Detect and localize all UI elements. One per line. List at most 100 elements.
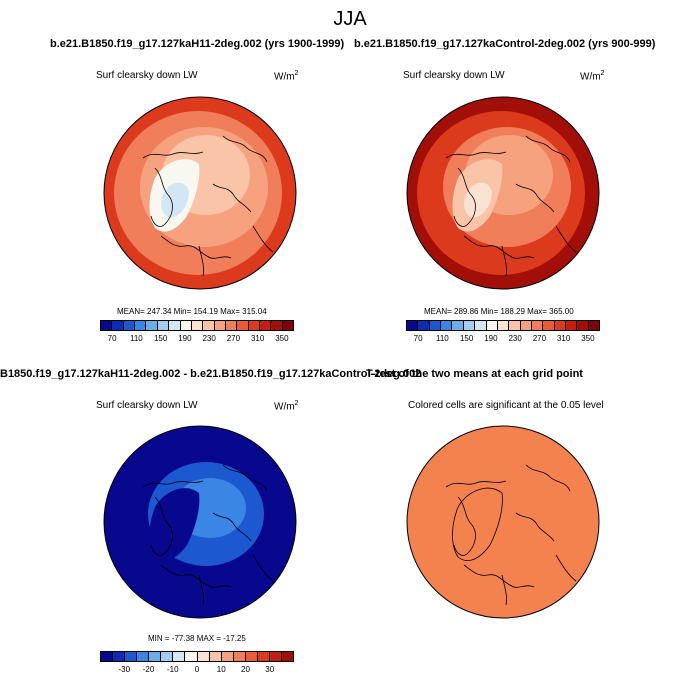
colorbar-swatch	[257, 652, 270, 661]
colorbar-swatch	[169, 321, 181, 330]
coastline	[453, 496, 476, 556]
coastline	[160, 235, 232, 259]
colorbar-swatch	[125, 652, 138, 661]
panel-3-field	[104, 426, 296, 618]
colorbar-swatch	[137, 652, 150, 661]
panel-3-colorbar	[100, 651, 294, 662]
colorbar-swatch	[233, 652, 246, 661]
coastline	[222, 464, 268, 492]
colorbar-swatch	[282, 321, 294, 330]
coastline	[150, 496, 173, 556]
panel-3-stats: MIN = -77.38 MAX = -17.25	[148, 634, 246, 643]
colorbar-swatch	[221, 652, 234, 661]
colorbar-swatch	[146, 321, 158, 330]
coastline	[463, 564, 535, 588]
colorbar-tick-label: 270	[532, 334, 547, 343]
colorbar-tick-label: -30	[118, 665, 131, 674]
coastline	[142, 480, 204, 488]
colorbar-tick-label: 310	[556, 334, 571, 343]
colorbar-swatch	[543, 321, 555, 330]
colorbar-tick-label: 0	[194, 665, 200, 674]
colorbar-swatch	[149, 652, 162, 661]
panel-3-units: W/m2	[274, 400, 298, 412]
coastlines	[142, 464, 274, 606]
coastline	[453, 167, 476, 227]
coastline	[515, 183, 555, 213]
panel-3-var-label: Surf clearsky down LW	[96, 400, 198, 411]
colorbar-swatch	[531, 321, 544, 330]
colorbar-swatch	[269, 652, 282, 661]
colorbar-tick-label: 310	[250, 334, 265, 343]
colorbar-swatch	[225, 321, 238, 330]
panel-4-polar-map	[406, 425, 600, 619]
panel-2-title: b.e21.B1850.f19_g17.127kaControl-2deg.00…	[354, 38, 656, 50]
colorbar-swatch	[191, 321, 204, 330]
panel-1-colorbar	[100, 320, 294, 331]
coastline	[555, 554, 577, 582]
colorbar-swatch	[588, 321, 600, 330]
colorbar-swatch	[112, 321, 124, 330]
colorbar-swatch	[577, 321, 589, 330]
panel-4-title: T-test of the two means at each grid poi…	[366, 368, 583, 380]
panel-1-var-label: Surf clearsky down LW	[96, 70, 198, 81]
colorbar-tick-label: 150	[153, 334, 168, 343]
panel-2-units-sup: 2	[600, 70, 605, 77]
colorbar-swatch	[486, 321, 498, 330]
colorbar-swatch	[509, 321, 521, 330]
colorbar-swatch	[248, 321, 261, 330]
colorbar-swatch	[203, 321, 215, 330]
colorbar-swatch	[281, 652, 293, 661]
panel-1-units: W/m2	[274, 70, 298, 82]
greenland-zone	[149, 488, 200, 561]
colorbar-swatch	[475, 321, 487, 330]
colorbar-tick-label: 10	[216, 665, 226, 674]
colorbar-swatch	[237, 321, 249, 330]
colorbar-swatch	[520, 321, 532, 330]
colorbar-tick-label: 110	[435, 334, 449, 343]
panel-3-units-text: W/m	[274, 401, 295, 413]
colorbar-swatch	[260, 321, 272, 330]
colorbar-swatch	[185, 652, 198, 661]
colorbar-swatch	[123, 321, 136, 330]
colorbar-swatch	[418, 321, 430, 330]
coastlines	[142, 135, 274, 277]
colorbar-tick-label: 270	[226, 334, 241, 343]
coastline	[501, 245, 507, 277]
panel-1-units-sup: 2	[294, 70, 299, 77]
colorbar-swatch	[497, 321, 510, 330]
coastlines	[445, 135, 577, 277]
panel-4-var-label: Colored cells are significant at the 0.0…	[408, 400, 604, 411]
panel-2-units-text: W/m	[580, 71, 601, 83]
coastline	[142, 151, 204, 159]
colorbar-swatch	[101, 652, 114, 661]
coastline	[150, 167, 173, 227]
panel-2-field	[407, 97, 599, 289]
page-title: JJA	[333, 8, 367, 30]
colorbar-swatch	[245, 652, 258, 661]
colorbar-tick-label: 150	[459, 334, 474, 343]
significance-fill	[406, 425, 600, 619]
colorbar-swatch	[101, 321, 113, 330]
colorbar-tick-label: 190	[484, 334, 498, 343]
coastline	[212, 183, 252, 213]
map-border	[103, 425, 297, 619]
colorbar-swatch	[429, 321, 442, 330]
coastline	[445, 480, 507, 488]
colorbar-swatch	[197, 652, 210, 661]
colorbar-swatch	[214, 321, 226, 330]
map-border	[406, 96, 600, 290]
panel-2-colorbar	[406, 320, 600, 331]
greenland-outline	[452, 487, 503, 561]
coastline	[222, 135, 268, 163]
colorbar-swatch	[157, 321, 170, 330]
colorbar-swatch	[209, 652, 222, 661]
coastline	[501, 574, 507, 606]
coastline	[463, 235, 535, 259]
colorbar-swatch	[271, 321, 283, 330]
colorbar-swatch	[554, 321, 567, 330]
colorbar-swatch	[463, 321, 476, 330]
colorbar-tick-label: -20	[142, 665, 155, 674]
colorbar-swatch	[173, 652, 186, 661]
coastline	[212, 512, 252, 542]
panel-1-units-text: W/m	[274, 71, 295, 83]
